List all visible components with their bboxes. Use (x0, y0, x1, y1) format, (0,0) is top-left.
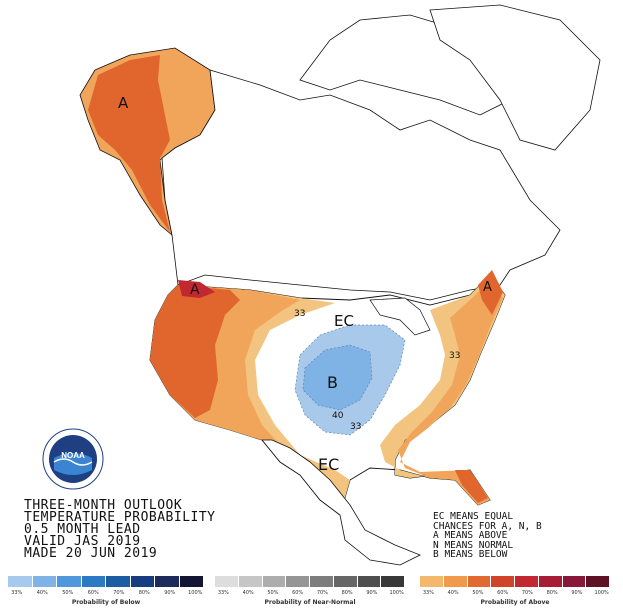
below-swatch-5 (130, 576, 155, 587)
contour-33-south-label: 33 (350, 422, 361, 432)
above-tick-1: 40% (447, 590, 459, 596)
normal-tick-0: 33% (217, 590, 229, 596)
normal-swatch-1 (238, 576, 263, 587)
pacific-nw-above-label: A (190, 282, 200, 298)
normal-swatch-7 (381, 576, 405, 587)
above-tick-0: 33% (422, 590, 434, 596)
ec-legend-line-4: N MEANS NORMAL (433, 539, 514, 551)
above-tick-2: 50% (472, 590, 484, 596)
above-tick-3: 60% (497, 590, 509, 596)
normal-tick-6: 90% (366, 590, 378, 596)
below-tick-6: 90% (164, 590, 176, 596)
outlook-title-block: THREE-MONTH OUTLOOK TEMPERATURE PROBABIL… (24, 498, 216, 561)
title-line-5: MADE 20 JUN 2019 (24, 546, 158, 561)
above-legend-label: Probability of Above (480, 599, 550, 606)
above-swatch-4 (515, 576, 539, 587)
title-line-1: THREE-MONTH OUTLOOK (24, 498, 183, 513)
above-swatch-7 (586, 576, 610, 587)
below-tick-0: 33% (11, 590, 23, 596)
mexico-outline (261, 439, 421, 566)
ec-south-label: EC (318, 455, 339, 474)
above-tick-5: 80% (546, 590, 558, 596)
normal-tick-5: 80% (341, 590, 353, 596)
above-color-bar (420, 576, 610, 587)
contour-33-east-label: 33 (449, 351, 460, 361)
contour-33-north-label: 33 (294, 309, 305, 319)
above-swatch-5 (538, 576, 563, 587)
above-tick-7: 100% (594, 590, 609, 596)
below-tick-4: 70% (113, 590, 125, 596)
below-ticks: 33% 40% 50% 60% 70% 80% 90% 100% (4, 590, 208, 598)
title-line-3: 0.5 MONTH LEAD (24, 522, 141, 537)
below-tick-1: 40% (36, 590, 48, 596)
canada-outline (161, 69, 561, 301)
florida-above-50-region (455, 470, 488, 503)
below-swatch-4 (106, 576, 131, 587)
alaska-above-50-region (88, 55, 170, 232)
below-swatch-6 (155, 576, 180, 587)
contour-40-label: 40 (332, 411, 344, 421)
pacific-nw-above-60-region (178, 280, 215, 298)
below-tick-7: 100% (188, 590, 203, 596)
ec-north-label: EC (334, 312, 354, 330)
near-normal-ticks: 33% 40% 50% 60% 70% 80% 90% 100% (211, 590, 409, 598)
above-swatch-6 (562, 576, 587, 587)
above-swatch-1 (443, 576, 468, 587)
north-america-map: A A A B EC EC 33 33 33 40 (79, 4, 601, 566)
normal-swatch-5 (333, 576, 358, 587)
normal-tick-4: 70% (316, 590, 328, 596)
normal-tick-7: 100% (389, 590, 404, 596)
normal-swatch-2 (262, 576, 287, 587)
below-swatch-3 (81, 576, 106, 587)
below-legend-label: Probability of Below (71, 599, 141, 606)
above-swatch-3 (491, 576, 515, 587)
near-normal-legend-label: Probability of Near-Normal (264, 599, 356, 606)
west-above-50-region (150, 285, 240, 418)
near-normal-color-bar (215, 576, 405, 587)
ec-legend-line-1: EC MEANS EQUAL (433, 511, 514, 522)
central-below-40-region (302, 344, 373, 411)
below-tick-3: 60% (87, 590, 99, 596)
above-ticks: 33% 40% 50% 60% 70% 80% 90% 100% (416, 590, 614, 598)
new-england-above-label: A (483, 280, 492, 295)
normal-swatch-4 (310, 576, 334, 587)
noaa-logo-icon: NOAA (42, 428, 104, 490)
above-swatch-2 (467, 576, 492, 587)
ec-legend-line-2: CHANCES FOR A, N, B (433, 520, 542, 532)
below-tick-5: 80% (138, 590, 150, 596)
greenland-outline (429, 4, 601, 151)
above-tick-4: 70% (521, 590, 533, 596)
below-swatch-0 (8, 576, 33, 587)
below-color-bar (8, 576, 204, 587)
below-tick-2: 50% (62, 590, 74, 596)
normal-swatch-6 (357, 576, 382, 587)
ec-legend-line-3: A MEANS ABOVE (433, 530, 508, 542)
normal-tick-1: 40% (242, 590, 254, 596)
ec-legend: EC MEANS EQUAL CHANCES FOR A, N, B A MEA… (433, 512, 542, 560)
above-swatch-0 (420, 576, 444, 587)
below-swatch-2 (57, 576, 82, 587)
east-above-40-region (398, 280, 503, 505)
northeast-above-50-region (478, 270, 503, 315)
title-line-2: TEMPERATURE PROBABILITY (24, 510, 216, 525)
svg-text:NOAA: NOAA (61, 451, 85, 460)
normal-swatch-0 (215, 576, 239, 587)
below-swatch-7 (179, 576, 204, 587)
ec-legend-line-5: B MEANS BELOW (433, 549, 508, 561)
great-lakes (369, 297, 431, 336)
below-swatch-1 (32, 576, 57, 587)
alaska-above-label: A (118, 94, 129, 112)
normal-tick-3: 60% (292, 590, 304, 596)
central-below-label: B (327, 373, 338, 392)
normal-swatch-3 (286, 576, 310, 587)
title-line-4: VALID JAS 2019 (24, 534, 141, 549)
above-tick-6: 90% (571, 590, 583, 596)
normal-tick-2: 50% (267, 590, 279, 596)
